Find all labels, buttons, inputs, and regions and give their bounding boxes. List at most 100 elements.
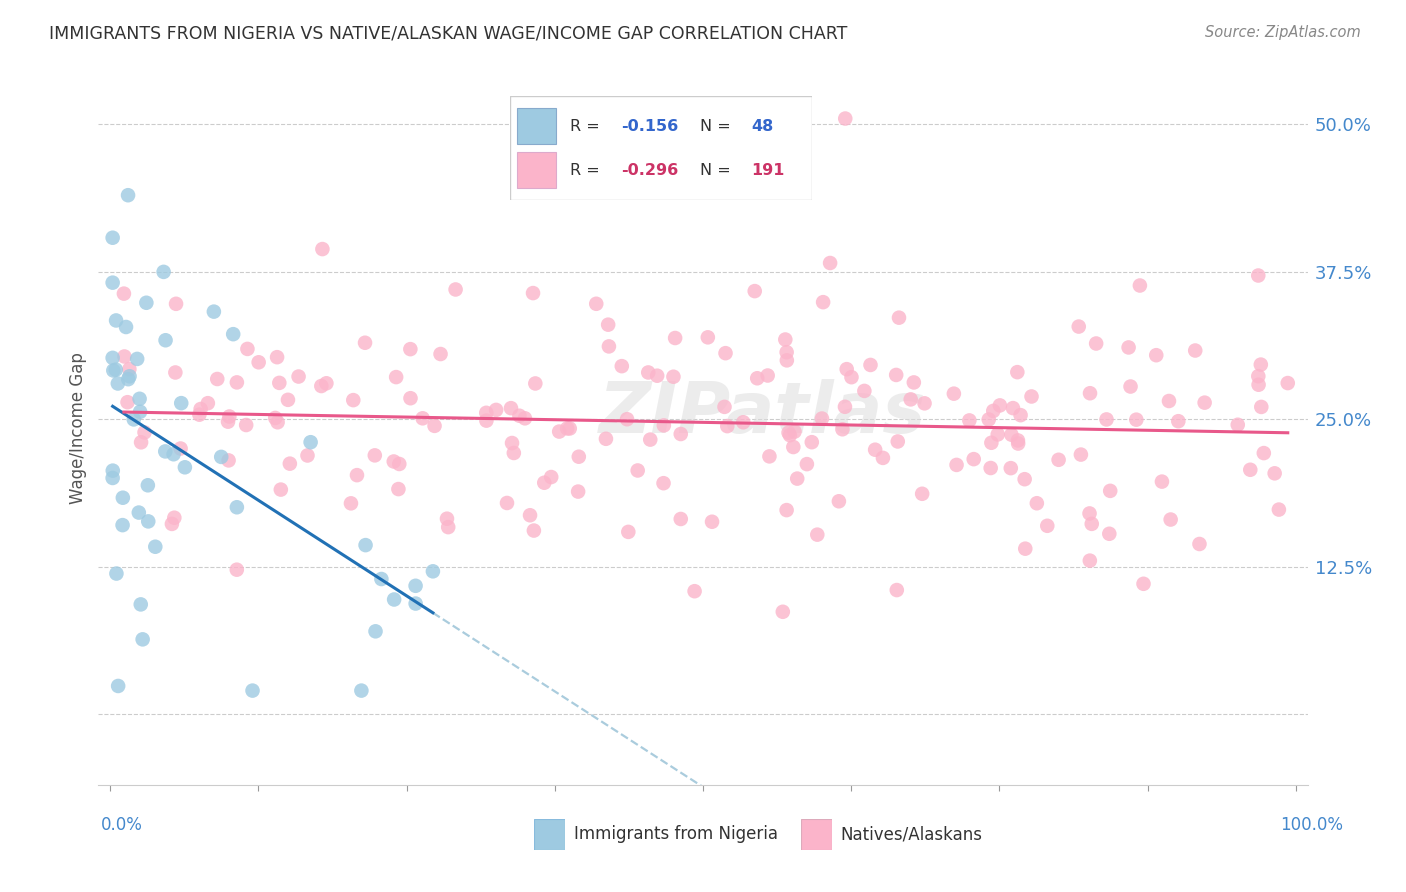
Point [107,376,129,391]
Point [977,412,1000,426]
Point [173,460,195,475]
Point [163,510,186,524]
Point [811,295,834,310]
Point [266,415,288,429]
Point [1000,427,1022,442]
Point [225,376,247,390]
Point [197,396,219,410]
Point [299,435,322,450]
Point [412,411,434,425]
Point [522,286,544,301]
Point [496,496,519,510]
Point [716,419,738,434]
Point [981,404,1004,418]
Point [1264,467,1286,481]
Point [1250,358,1272,372]
Point [652,418,675,433]
Text: ZIPatlas: ZIPatlas [599,379,927,448]
Point [811,411,834,425]
Point [568,450,591,464]
Point [350,683,373,698]
Point [778,425,800,440]
Point [217,415,239,429]
Point [112,350,135,364]
Point [287,369,309,384]
Point [152,265,174,279]
Point [311,242,333,256]
Point [136,478,159,492]
Point [980,461,1002,475]
Point [190,402,212,417]
Point [758,450,780,464]
Point [548,425,571,439]
Point [1010,408,1032,422]
Point [806,527,828,541]
Y-axis label: Wage/Income Gap: Wage/Income Gap [69,352,87,504]
Point [485,403,508,417]
Text: Source: ZipAtlas.com: Source: ZipAtlas.com [1205,25,1361,40]
Point [218,453,240,467]
Point [277,392,299,407]
Point [129,435,152,450]
Point [963,452,986,467]
Point [382,592,405,607]
Point [101,351,124,365]
FancyBboxPatch shape [801,819,832,850]
Point [105,313,128,327]
Point [884,368,907,382]
Point [1160,512,1182,526]
Point [945,458,967,472]
Point [872,450,894,465]
Point [1098,526,1121,541]
Point [209,450,232,464]
Point [1047,452,1070,467]
Point [835,362,858,376]
Point [134,425,156,440]
Point [143,540,166,554]
Point [942,386,965,401]
Point [775,333,797,347]
Point [696,330,718,344]
Point [112,286,135,301]
Point [111,518,134,533]
Point [772,605,794,619]
Point [269,376,291,390]
Point [783,425,806,439]
Point [756,368,779,383]
Point [700,515,723,529]
Point [818,256,841,270]
Point [887,310,910,325]
Point [524,376,547,391]
Point [523,524,546,538]
Point [733,415,755,429]
Point [1247,369,1270,384]
Point [1144,348,1167,362]
Point [1188,537,1211,551]
Point [775,345,797,359]
Point [834,112,856,126]
Point [616,412,638,426]
Point [1150,475,1173,489]
Point [104,362,127,376]
Point [127,351,149,366]
Point [117,372,139,386]
Point [103,363,125,377]
Point [1129,278,1152,293]
Point [165,366,187,380]
Point [558,421,581,435]
Point [610,359,633,373]
Point [652,476,675,491]
Point [800,435,823,450]
Point [988,398,1011,412]
Point [101,464,124,478]
Point [423,418,446,433]
Point [540,470,562,484]
Point [776,353,799,368]
Point [747,371,769,385]
Point [713,400,735,414]
Point [1250,400,1272,414]
Point [533,475,555,490]
Point [129,405,152,419]
Point [385,370,408,384]
Point [1125,412,1147,426]
